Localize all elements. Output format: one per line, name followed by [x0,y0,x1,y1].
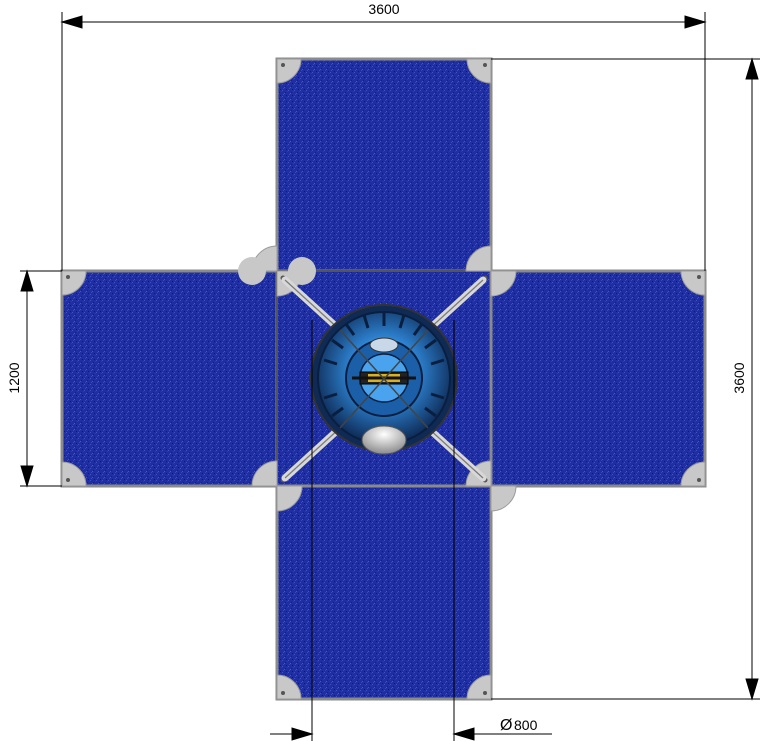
dim-left-height-label: 1200 [6,362,22,393]
hub-dome [361,425,407,455]
dim-right-height-label: 3600 [731,362,747,393]
dim-top-width-label: 3600 [368,1,399,17]
panel-bottom [275,484,493,701]
dim-top-width [60,12,707,271]
hinge-ur [465,245,517,297]
hinge-ll [251,460,303,512]
hub-ribs [323,312,445,418]
dim-left-height [20,269,62,488]
dim-bottom-diameter-label: 800 [514,717,538,733]
dim-bottom-diameter [270,320,552,741]
panel-left [60,269,279,488]
dim-right-height [491,57,760,701]
panel-right [489,269,707,488]
panel-top [275,57,493,273]
dim-bottom-diameter-symbol: Ø [500,717,512,734]
